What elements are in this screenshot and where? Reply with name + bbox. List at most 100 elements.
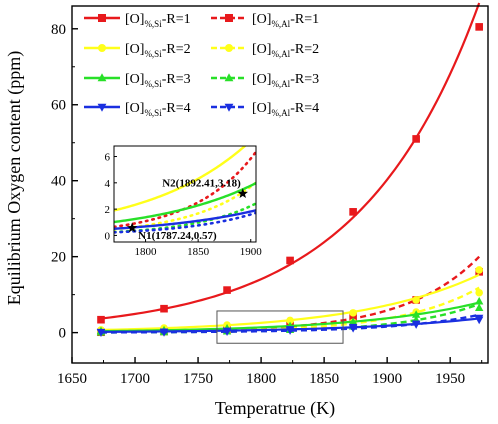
data-point <box>474 296 484 305</box>
series-8 <box>96 313 484 337</box>
legend-entry: [O]%,Al-R=3 <box>211 72 319 89</box>
legend-entry: [O]%,Si-R=3 <box>84 72 191 89</box>
data-point <box>412 296 420 304</box>
legend-entry: [O]%,Al-R=2 <box>211 42 319 59</box>
data-point <box>348 325 358 333</box>
data-point <box>159 329 169 337</box>
data-point <box>286 256 294 265</box>
x-tick-label: 1750 <box>183 371 213 387</box>
legend-label-main: [O] <box>125 101 144 116</box>
data-point <box>285 327 295 335</box>
legend-entry: [O]%,Al-R=4 <box>211 101 319 118</box>
legend-label-sub: %,Si <box>144 49 162 59</box>
data-point <box>160 304 168 313</box>
legend-label-sub: %,Al <box>271 79 290 89</box>
legend-label-sub: %,Al <box>271 108 290 118</box>
y-tick-label: 40 <box>51 174 66 190</box>
legend-entry: [O]%,Si-R=2 <box>84 42 191 59</box>
legend-marker <box>98 14 106 22</box>
legend-label-tail: -R=1 <box>162 12 191 27</box>
legend-label: [O]%,Al-R=4 <box>252 101 319 118</box>
legend-marker <box>225 44 233 52</box>
legend-marker <box>225 14 233 22</box>
x-tick-label: 1800 <box>246 371 276 387</box>
intersection-star-marker <box>126 222 138 233</box>
data-point <box>475 23 483 31</box>
legend-label-main: [O] <box>252 72 271 87</box>
x-tick-label: 1700 <box>120 371 150 387</box>
inset-y-tick-label: 0 <box>105 230 111 242</box>
y-tick-label: 80 <box>51 22 66 38</box>
data-point <box>222 328 232 337</box>
legend-label-main: [O] <box>125 42 144 57</box>
data-point <box>348 317 358 326</box>
y-tick-label: 20 <box>51 250 66 266</box>
legend-entry: [O]%,Si-R=4 <box>84 101 191 118</box>
y-axis-title: Equilibrium Oxygen content (ppm) <box>4 51 25 305</box>
legend-marker <box>224 73 234 82</box>
legend-label-sub: %,Al <box>271 19 290 29</box>
annotation-N1: N1(1787.24,0.57) <box>138 230 217 242</box>
legend-label-tail: -R=4 <box>290 101 319 116</box>
x-tick-label: 1850 <box>309 371 339 387</box>
data-point <box>223 286 231 294</box>
legend-label-main: [O] <box>125 12 144 27</box>
legend-label-tail: -R=2 <box>290 42 319 57</box>
legend-label-main: [O] <box>252 12 271 27</box>
inset-y-tick-label: 4 <box>105 178 111 190</box>
legend-label-tail: -R=3 <box>290 72 319 87</box>
annotation-N2: N2(1892.41,3.18) <box>162 178 241 190</box>
data-point <box>286 316 294 325</box>
legend-marker <box>97 103 107 112</box>
inset-series-line <box>114 211 256 234</box>
legend-label-sub: %,Si <box>144 19 162 29</box>
data-point <box>411 321 421 329</box>
x-tick-label: 1900 <box>372 371 402 387</box>
inset-x-tick-label: 1800 <box>135 246 158 258</box>
y-tick-label: 0 <box>59 326 67 342</box>
legend-label: [O]%,Si-R=3 <box>125 72 191 89</box>
inset-x-tick-label: 1850 <box>187 246 210 258</box>
legend-label-sub: %,Al <box>271 49 290 59</box>
legend-label-tail: -R=2 <box>162 42 191 57</box>
legend-label-tail: -R=1 <box>290 12 319 27</box>
legend-entry: [O]%,Al-R=1 <box>211 12 319 29</box>
data-point <box>96 329 106 337</box>
inset-curves <box>114 146 256 234</box>
legend-label-tail: -R=3 <box>162 72 191 87</box>
inset-series-line <box>114 181 256 231</box>
y-tick-label: 60 <box>51 98 66 114</box>
x-tick-label: 1650 <box>57 371 87 387</box>
legend-entry: [O]%,Si-R=1 <box>84 12 191 29</box>
legend-label: [O]%,Al-R=1 <box>252 12 319 29</box>
data-point <box>475 266 483 274</box>
series-1 <box>97 2 483 324</box>
zoom-region-box <box>216 310 344 344</box>
data-point <box>412 135 420 143</box>
legend-label-sub: %,Si <box>144 79 162 89</box>
legend-marker <box>98 44 106 52</box>
inset-series-line <box>114 182 256 224</box>
legend-label-sub: %,Si <box>144 108 162 118</box>
x-tick-label: 1950 <box>435 371 465 387</box>
legend-label: [O]%,Al-R=2 <box>252 42 319 59</box>
plot-frame <box>71 5 489 364</box>
legend-label: [O]%,Al-R=3 <box>252 72 319 89</box>
data-point <box>411 310 421 318</box>
legend-marker <box>97 73 107 82</box>
legend-label-tail: -R=4 <box>162 101 191 116</box>
legend-label: [O]%,Si-R=1 <box>125 12 191 29</box>
inset-x-tick-label: 1900 <box>240 246 263 258</box>
data-point <box>349 309 357 317</box>
legend-label: [O]%,Si-R=4 <box>125 101 191 118</box>
legend-label: [O]%,Si-R=2 <box>125 42 191 59</box>
data-point <box>97 315 105 324</box>
inset-series-line <box>114 146 247 212</box>
inset-y-tick-label: 2 <box>105 204 111 216</box>
data-point <box>349 208 357 216</box>
x-axis-title: Temperatrue (K) <box>215 398 335 419</box>
data-point <box>474 303 484 311</box>
inset-series-line <box>114 202 256 234</box>
